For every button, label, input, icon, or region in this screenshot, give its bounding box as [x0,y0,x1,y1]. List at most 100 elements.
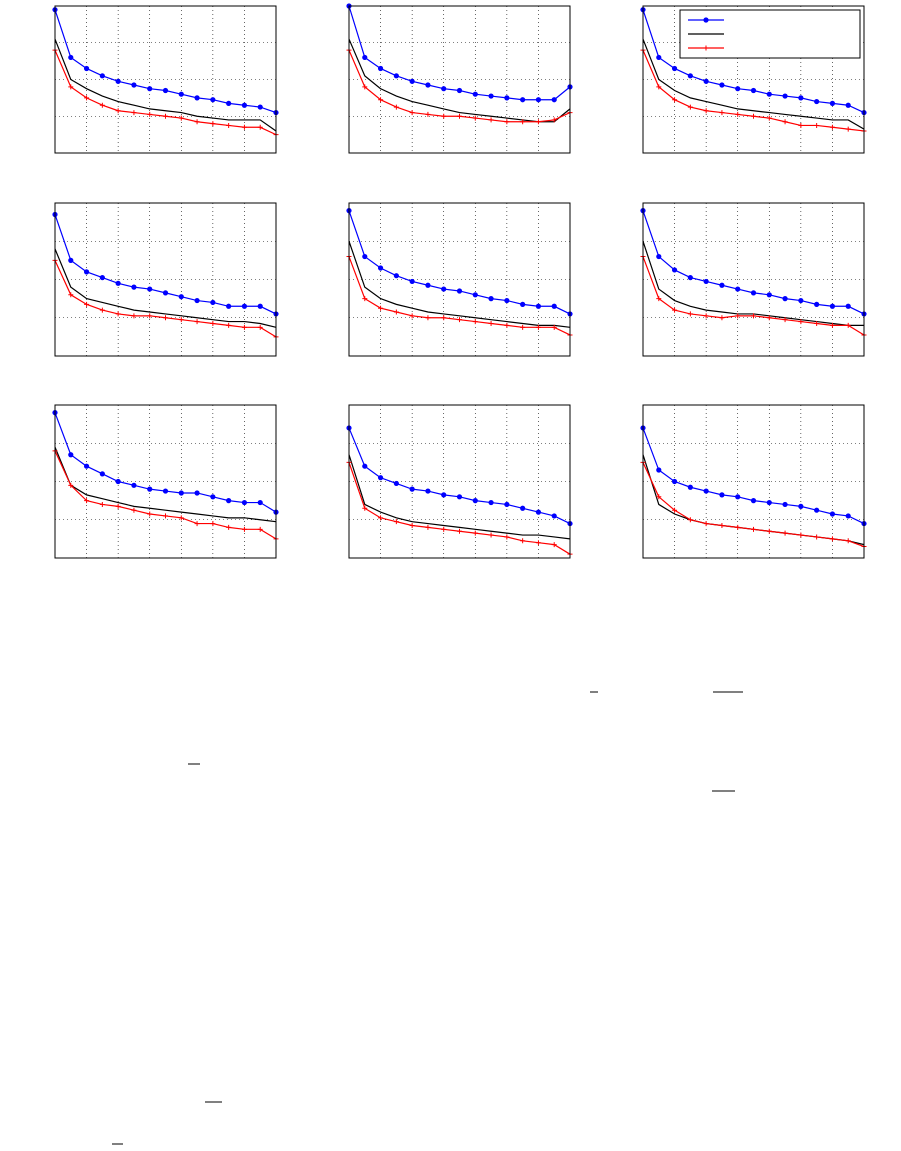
point [719,110,725,116]
point [472,530,478,536]
point [99,274,105,281]
chart [640,404,867,559]
plot-frame [642,404,865,559]
point [378,305,384,311]
point [115,311,121,317]
point [798,532,804,538]
point [766,115,772,121]
point [551,117,557,123]
point [393,273,399,279]
point [163,315,168,321]
point [457,317,462,323]
point [425,315,431,321]
point [798,319,804,325]
point [750,290,757,296]
point [782,501,788,508]
point [409,278,415,285]
point [131,284,137,290]
point [735,494,741,500]
point [766,315,772,321]
point [99,501,105,507]
point [488,93,494,99]
point [409,522,415,528]
point [535,303,542,309]
point [68,84,74,90]
point [378,97,384,103]
point [226,122,232,128]
point [163,513,168,519]
point [241,499,248,506]
plot-frame [642,202,865,357]
point [84,498,90,504]
point [687,517,693,523]
point [210,494,216,500]
point [210,521,216,527]
point [703,488,709,494]
point [782,119,788,125]
point [210,121,216,127]
point [84,95,90,101]
point [68,54,74,61]
point [99,307,105,313]
point [115,280,121,286]
point [703,521,709,527]
point [457,113,462,119]
chart [640,202,867,357]
point [162,488,169,494]
point [488,117,494,123]
point [131,110,137,116]
series-line [642,241,864,326]
point [84,301,90,307]
point [672,507,678,513]
point [782,296,788,302]
point [735,313,741,319]
point [829,100,836,106]
point [656,253,662,260]
point [131,313,137,319]
point [551,303,557,309]
point [393,519,399,525]
point [703,108,709,114]
series-line [54,412,277,513]
point [115,478,121,485]
point [535,119,541,125]
point [656,467,662,473]
point [409,110,415,116]
point [99,73,105,79]
point [115,78,121,84]
point [194,95,200,101]
point [425,488,431,494]
point [131,482,137,488]
series-line [54,446,277,523]
point [441,86,447,92]
point [814,98,820,105]
point [520,324,526,330]
point [504,322,510,328]
point [535,509,542,515]
point [210,299,216,306]
point [814,534,820,540]
math-fragments [112,691,743,1145]
point [393,480,399,487]
chart [52,404,279,559]
point [520,538,526,544]
point [241,526,247,532]
point [441,113,447,119]
series-line [348,5,571,101]
plot-frame [54,5,277,154]
point [671,65,678,72]
point [782,317,788,323]
point [735,524,741,530]
point [672,97,678,103]
point [68,292,74,298]
series-line [348,49,571,123]
point [131,507,137,513]
point [456,87,463,94]
point [703,278,709,285]
point [457,528,462,534]
point [751,313,756,319]
point [504,534,510,540]
point [441,492,447,498]
point [83,65,90,72]
